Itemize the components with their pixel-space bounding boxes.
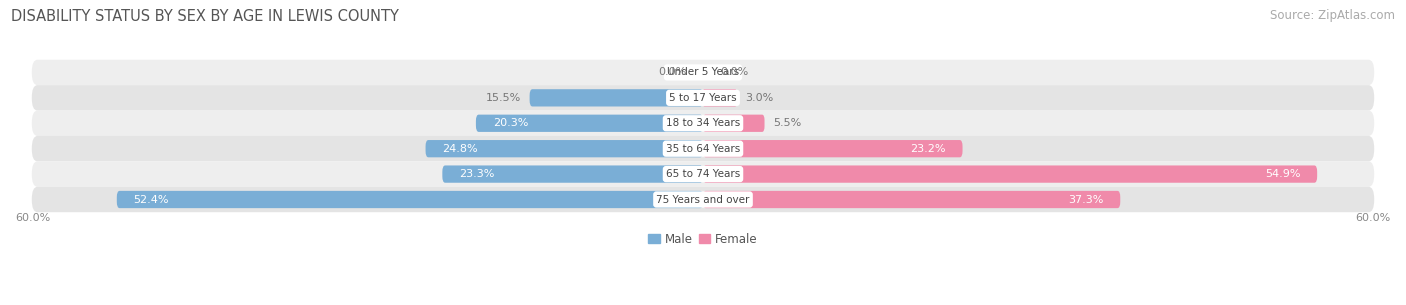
Text: 37.3%: 37.3% [1069, 195, 1104, 205]
Text: Under 5 Years: Under 5 Years [666, 67, 740, 77]
FancyBboxPatch shape [32, 161, 1374, 187]
Text: 75 Years and over: 75 Years and over [657, 195, 749, 205]
Text: DISABILITY STATUS BY SEX BY AGE IN LEWIS COUNTY: DISABILITY STATUS BY SEX BY AGE IN LEWIS… [11, 9, 399, 24]
FancyBboxPatch shape [530, 89, 703, 106]
FancyBboxPatch shape [703, 165, 1317, 183]
FancyBboxPatch shape [117, 191, 703, 208]
Text: 54.9%: 54.9% [1265, 169, 1301, 179]
Legend: Male, Female: Male, Female [644, 228, 762, 250]
FancyBboxPatch shape [32, 110, 1374, 136]
Text: 24.8%: 24.8% [443, 144, 478, 154]
Text: 60.0%: 60.0% [1355, 213, 1391, 223]
FancyBboxPatch shape [475, 115, 703, 132]
FancyBboxPatch shape [703, 140, 963, 157]
Text: 18 to 34 Years: 18 to 34 Years [666, 118, 740, 128]
FancyBboxPatch shape [426, 140, 703, 157]
FancyBboxPatch shape [703, 115, 765, 132]
Text: 52.4%: 52.4% [134, 195, 169, 205]
FancyBboxPatch shape [443, 165, 703, 183]
FancyBboxPatch shape [32, 187, 1374, 212]
Text: 65 to 74 Years: 65 to 74 Years [666, 169, 740, 179]
Text: 23.3%: 23.3% [460, 169, 495, 179]
Text: 60.0%: 60.0% [15, 213, 51, 223]
Text: 15.5%: 15.5% [485, 93, 520, 103]
Text: 35 to 64 Years: 35 to 64 Years [666, 144, 740, 154]
Text: 5.5%: 5.5% [773, 118, 801, 128]
Text: 20.3%: 20.3% [492, 118, 529, 128]
Text: 23.2%: 23.2% [910, 144, 946, 154]
Text: 5 to 17 Years: 5 to 17 Years [669, 93, 737, 103]
Text: Source: ZipAtlas.com: Source: ZipAtlas.com [1270, 9, 1395, 22]
FancyBboxPatch shape [32, 136, 1374, 161]
FancyBboxPatch shape [32, 60, 1374, 85]
Text: 0.0%: 0.0% [658, 67, 686, 77]
Text: 0.0%: 0.0% [720, 67, 748, 77]
FancyBboxPatch shape [703, 89, 737, 106]
FancyBboxPatch shape [703, 191, 1121, 208]
FancyBboxPatch shape [32, 85, 1374, 110]
Text: 3.0%: 3.0% [745, 93, 773, 103]
